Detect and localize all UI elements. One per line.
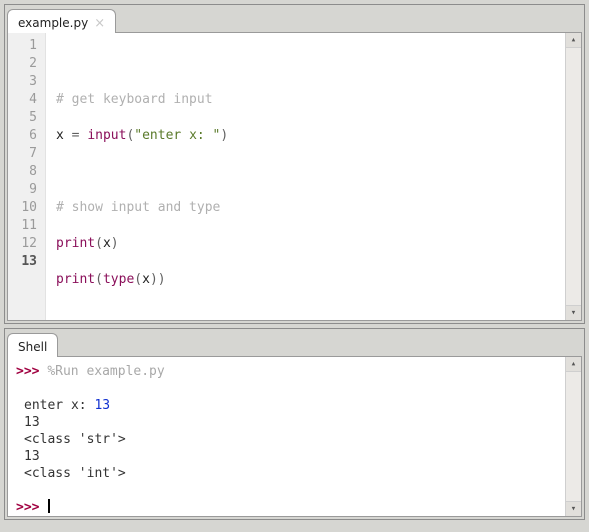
shell-scrollbar[interactable]: ▴ ▾ — [565, 357, 581, 516]
shell-tab-label: Shell — [18, 340, 47, 354]
editor-scrollbar[interactable]: ▴ ▾ — [565, 33, 581, 320]
code-line: x = input("enter x: ") — [56, 127, 559, 145]
editor-tab[interactable]: example.py × — [7, 9, 116, 33]
shell-output-line: <class 'int'> — [16, 465, 559, 482]
code-line — [56, 307, 559, 320]
editor-tab-label: example.py — [18, 16, 88, 30]
scroll-down-icon[interactable]: ▾ — [566, 501, 581, 516]
code-line — [56, 163, 559, 181]
code-line: # get keyboard input — [56, 91, 559, 109]
editor-code[interactable]: # get keyboard input x = input("enter x:… — [46, 33, 565, 320]
scroll-down-icon[interactable]: ▾ — [566, 305, 581, 320]
close-icon[interactable]: × — [94, 17, 105, 30]
line-number: 4 — [8, 91, 45, 109]
line-number: 1 — [8, 37, 45, 55]
line-number: 5 — [8, 109, 45, 127]
editor-content: 1 2 3 4 5 6 7 8 9 10 11 12 13 # get keyb… — [7, 32, 582, 321]
shell-prompt: >>> — [16, 364, 47, 379]
shell-content[interactable]: >>> %Run example.py enter x: 1313<class … — [8, 357, 565, 516]
line-number: 8 — [8, 163, 45, 181]
line-number: 10 — [8, 199, 45, 217]
shell-panel: Shell >>> %Run example.py enter x: 1313<… — [4, 328, 585, 520]
shell-run-cmd: %Run example.py — [47, 364, 164, 379]
line-number: 12 — [8, 235, 45, 253]
line-number: 6 — [8, 127, 45, 145]
line-number: 2 — [8, 55, 45, 73]
shell-prompt: >>> — [16, 500, 47, 515]
line-number: 7 — [8, 145, 45, 163]
editor-panel: example.py × 1 2 3 4 5 6 7 8 9 10 11 12 … — [4, 4, 585, 324]
shell-output-line: 13 — [16, 448, 559, 465]
cursor-icon — [48, 499, 50, 513]
shell-content-wrap: >>> %Run example.py enter x: 1313<class … — [7, 356, 582, 517]
scroll-up-icon[interactable]: ▴ — [566, 33, 581, 48]
shell-output-line: <class 'str'> — [16, 431, 559, 448]
shell-output-line: enter x: 13 — [16, 397, 559, 414]
shell-output-line: 13 — [16, 414, 559, 431]
code-line: print(type(x)) — [56, 271, 559, 289]
editor-gutter: 1 2 3 4 5 6 7 8 9 10 11 12 13 — [8, 33, 46, 320]
line-number: 3 — [8, 73, 45, 91]
shell-tabrow: Shell — [5, 329, 584, 355]
code-line — [56, 55, 559, 73]
shell-tab[interactable]: Shell — [7, 333, 58, 357]
editor-tabrow: example.py × — [5, 5, 584, 31]
scroll-up-icon[interactable]: ▴ — [566, 357, 581, 372]
shell-user-input: 13 — [94, 398, 110, 413]
line-number: 11 — [8, 217, 45, 235]
code-line: print(x) — [56, 235, 559, 253]
line-number: 9 — [8, 181, 45, 199]
code-line: # show input and type — [56, 199, 559, 217]
line-number-current: 13 — [8, 253, 45, 271]
